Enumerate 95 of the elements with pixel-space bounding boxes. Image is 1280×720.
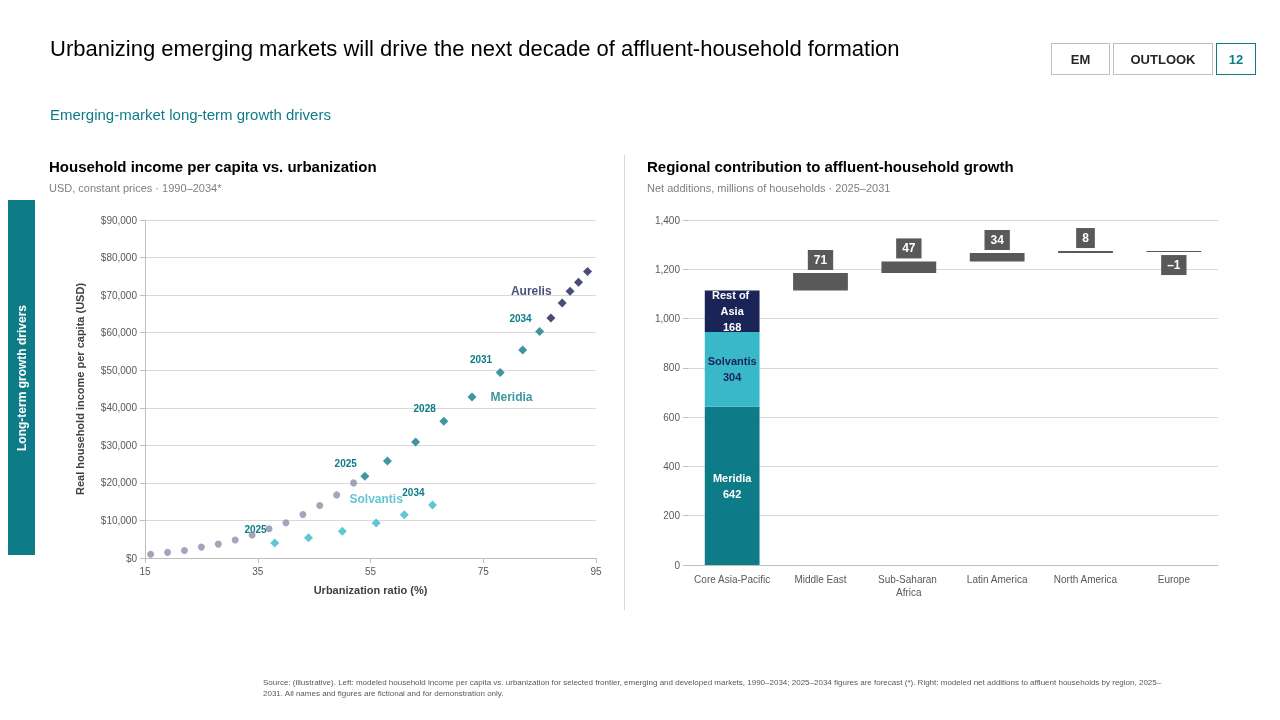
data-label: 642 [722,487,742,500]
y-tick-label: $40,000 [100,402,138,414]
y-tick-label: $70,000 [100,289,138,301]
point [546,313,556,323]
point [303,533,313,543]
x-tick-label: Core Asia-Pacific [694,574,771,585]
x-tick-label: 55 [364,565,377,577]
y-tick-label: $60,000 [100,327,138,339]
y-tick-label: 600 [663,411,681,423]
y-tick-label: $80,000 [100,252,138,264]
y-tick-label: $90,000 [100,214,138,226]
series-label: Solvantis [707,355,757,368]
annotation: 2025 [244,524,268,536]
text: Long-term growth drivers [14,304,29,451]
x-tick-label: 15 [139,565,151,577]
point [337,526,347,536]
series-label: Rest of Asia [711,289,753,318]
x-tick-label: Sub-Saharan Africa [877,574,940,598]
point [411,437,421,447]
data-label: 8 [1082,231,1090,246]
y-tick-label: 1,400 [654,214,681,226]
point [197,543,205,551]
point [360,471,370,481]
chart-subtitle: USD, constant prices · 1990–2034* [49,181,223,194]
text: 12 [1216,43,1256,75]
chart-subtitle: Net additions, millions of households · 2025–2031 [647,181,891,194]
point [495,367,505,377]
annotation: 2031 [469,353,493,365]
point [147,550,155,558]
point [439,416,449,426]
point [467,392,477,402]
point [214,540,222,548]
y-tick-label: 800 [663,362,681,374]
point [180,546,188,554]
point [428,500,438,510]
point [270,538,280,548]
data-label: 304 [722,371,743,384]
data-label: 47 [902,241,916,256]
source-note: Source: (illustrative). Left: modeled household income per capita vs. urbanization for selected frontier, emerging and developed markets, 1990–2034; 2025–2034 figures are forecast (*). Right: modeled net additions to affluent households by region, 2025–2031. All names and figures are fictional and for demonstration only. [263,677,1163,699]
y-tick-label: $0 [125,552,138,564]
point [399,510,409,520]
text: Emerging-market long-term growth drivers [50,106,331,123]
point [583,266,593,276]
point [164,548,172,556]
y-tick-label: 1,200 [654,263,681,275]
chart-title: Household income per capita vs. urbanization [49,158,377,175]
point [316,501,324,509]
y-tick-label: $30,000 [100,439,138,451]
data-label: –1 [1167,258,1181,273]
text: OUTLOOK [1113,43,1213,75]
x-tick-label: 35 [252,565,264,577]
point [518,345,528,355]
chart-title: Regional contribution to affluent-household growth [647,158,1014,175]
series-label: Meridia [712,471,753,484]
x-tick-label: Middle East [794,574,847,585]
point [333,491,341,499]
y-axis-title: Real household income per capita (USD) [73,282,86,496]
data-label: 71 [813,252,828,267]
y-tick-label: 0 [674,559,681,571]
point [382,456,392,466]
x-tick-label: 95 [590,565,602,577]
data-label: 168 [722,321,742,334]
bar [704,406,760,565]
annotation: 2034 [509,313,533,325]
bar [969,253,1025,262]
y-tick-label: $10,000 [100,514,138,526]
point [350,479,358,487]
point [565,286,575,296]
x-axis-title: Urbanization ratio (%) [313,583,428,596]
y-tick-label: 400 [663,460,681,472]
point [371,518,381,528]
point [574,277,584,287]
point [282,519,290,527]
annotation: 2028 [413,402,437,414]
point [557,298,567,308]
x-tick-label: 75 [477,565,490,577]
text: Urbanizing emerging markets will drive the next decade of affluent-household formation [50,36,900,62]
y-tick-label: $20,000 [100,477,138,489]
x-tick-label: North America [1053,574,1118,585]
data-label: 34 [990,233,1005,248]
y-tick-label: 200 [663,510,681,522]
y-tick-label: $50,000 [100,364,138,376]
x-tick-label: Europe [1157,574,1191,585]
bar [704,331,760,407]
annotation: 2034 [402,486,425,498]
point [231,536,239,544]
x-tick-label: Latin America [966,574,1028,585]
series-label: Aurelis [510,284,552,299]
y-tick-label: 1,000 [654,313,681,325]
series-label: Meridia [490,389,533,404]
text: EM [1051,43,1110,75]
point [535,327,545,337]
series-label: Solvantis [349,491,404,506]
point [299,510,307,518]
annotation: 2025 [334,457,358,469]
